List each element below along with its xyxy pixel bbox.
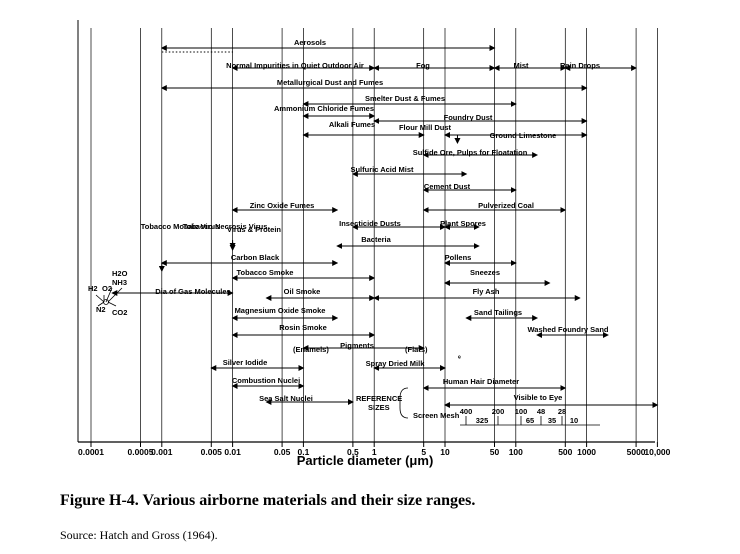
range-label: Plant Spores [440, 219, 486, 228]
range-label: Alkali Fumes [329, 120, 375, 129]
tick-label: 0.0005 [127, 447, 153, 457]
molecule-label: CO2 [112, 308, 127, 317]
range-label: Sand Tailings [474, 308, 522, 317]
mesh-size-label: 28 [558, 407, 566, 416]
range-label: Rosin Smoke [279, 323, 327, 332]
range-label: Metallurgical Dust and Fumes [277, 78, 383, 87]
mesh-size-label: 200 [492, 407, 505, 416]
tick-label: 0.001 [151, 447, 173, 457]
screen-mesh-scale: 400 200 100 48 28 325 65 35 10 [460, 407, 578, 425]
range-label: Human Hair Diameter [443, 377, 519, 386]
range-label: Mist [514, 61, 530, 70]
range-label: Insecticide Dusts [339, 219, 401, 228]
range-label: Fog [416, 61, 430, 70]
mesh-size-label: 65 [526, 416, 534, 425]
mesh-size-label: 400 [460, 407, 473, 416]
range-label: Smelter Dust & Fumes [365, 94, 445, 103]
mesh-size-label: 10 [570, 416, 578, 425]
tick-label: 10 [440, 447, 450, 457]
tick-label: 0.05 [274, 447, 291, 457]
mesh-size-label: 35 [548, 416, 556, 425]
range-label: Sneezes [470, 268, 500, 277]
range-label: Ground Limestone [490, 131, 557, 140]
tick-label: 0.1 [297, 447, 309, 457]
range-label: Silver Iodide [223, 358, 268, 367]
stray-mark: ᵉ [458, 353, 461, 362]
tick-label: 50 [490, 447, 500, 457]
reference-sizes-label: REFERENCE [356, 394, 402, 403]
range-label: Tobacco Necrosis Virus [183, 222, 268, 231]
range-label: Combustion Nuclei [232, 376, 300, 385]
molecule-label: N2 [96, 305, 106, 314]
reference-brace [399, 387, 409, 419]
range-label: Sulfide Ore, Pulps for Floatation [413, 148, 528, 157]
range-label: Magnesium Oxide Smoke [235, 306, 326, 315]
range-label: Rain Drops [560, 61, 600, 70]
molecule-hub [103, 299, 109, 305]
range-label: Ammonium Chloride Fumes [274, 104, 374, 113]
molecule-connectors [95, 287, 123, 307]
tick-label: 1 [372, 447, 377, 457]
tick-label: 0.005 [201, 447, 223, 457]
flats-annotation: (Flats) [405, 345, 428, 354]
screen-mesh-label: Screen Mesh [413, 411, 460, 420]
tick-label: 5 [421, 447, 426, 457]
molecule-label: H2 [88, 284, 98, 293]
molecule-label: O2 [102, 284, 112, 293]
molecule-label: H2O [112, 269, 128, 278]
mesh-size-label: 48 [537, 407, 545, 416]
range-label: Aerosols [294, 38, 326, 47]
tick-label: 100 [509, 447, 523, 457]
range-label: Sulfuric Acid Mist [350, 165, 414, 174]
gridlines [90, 28, 658, 447]
range-label: Spray Dried Milk [366, 359, 426, 368]
range-label: Foundry Dust [444, 113, 493, 122]
range-label: Zinc Oxide Fumes [250, 201, 315, 210]
tick-label: 0.01 [224, 447, 241, 457]
reference-sizes: REFERENCE SIZES Screen Mesh 400 200 100 48 2… [356, 387, 600, 426]
enamels-annotation: (Enamels) [293, 345, 329, 354]
range-label: Tobacco Smoke [237, 268, 294, 277]
range-label: Tobacco Mosaic Virus [141, 222, 220, 231]
tick-label: 5000 [627, 447, 646, 457]
figure-caption: Figure H-4. Various airborne materials a… [60, 492, 476, 509]
range-label: Flour Mill Dust [399, 123, 452, 132]
range-label: Carbon Black [231, 253, 280, 262]
tick-label: 1000 [577, 447, 596, 457]
tick-label: 0.0001 [78, 447, 104, 457]
range-label: Normal Impurities in Quiet Outdoor Air [226, 61, 364, 70]
x-axis-title: Particle diameter (μm) [297, 453, 434, 468]
range-label: Washed Foundry Sand [528, 325, 609, 334]
range-label: Virus & Protein [227, 225, 281, 234]
range-label: Fly Ash [473, 287, 500, 296]
range-label: Cement Dust [424, 182, 471, 191]
gas-molecules-cluster: H2O NH3 H2 O2 N2 CO2 [88, 269, 128, 317]
range-label: Sea Salt Nuclei [259, 394, 313, 403]
range-label: Bacteria [361, 235, 391, 244]
range-label: Oil Smoke [284, 287, 321, 296]
mesh-size-label: 100 [515, 407, 528, 416]
range-label: Visible to Eye [514, 393, 563, 402]
range-label: Pigments [340, 341, 374, 350]
tick-label: 0.5 [347, 447, 359, 457]
figure-source: Source: Hatch and Gross (1964). [60, 528, 218, 542]
reference-sizes-label: SIZES [368, 403, 390, 412]
range-label: Pulverized Coal [478, 201, 534, 210]
tick-label: 500 [558, 447, 572, 457]
range-arrows: Aerosols Normal Impurities in Quiet Outdo… [111, 38, 659, 408]
range-label: Pollens [445, 253, 472, 262]
tick-label: 10,000 [644, 447, 670, 457]
mesh-size-label: 325 [476, 416, 489, 425]
range-label: Dia of Gas Molecules [155, 287, 230, 296]
molecule-label: NH3 [112, 278, 127, 287]
